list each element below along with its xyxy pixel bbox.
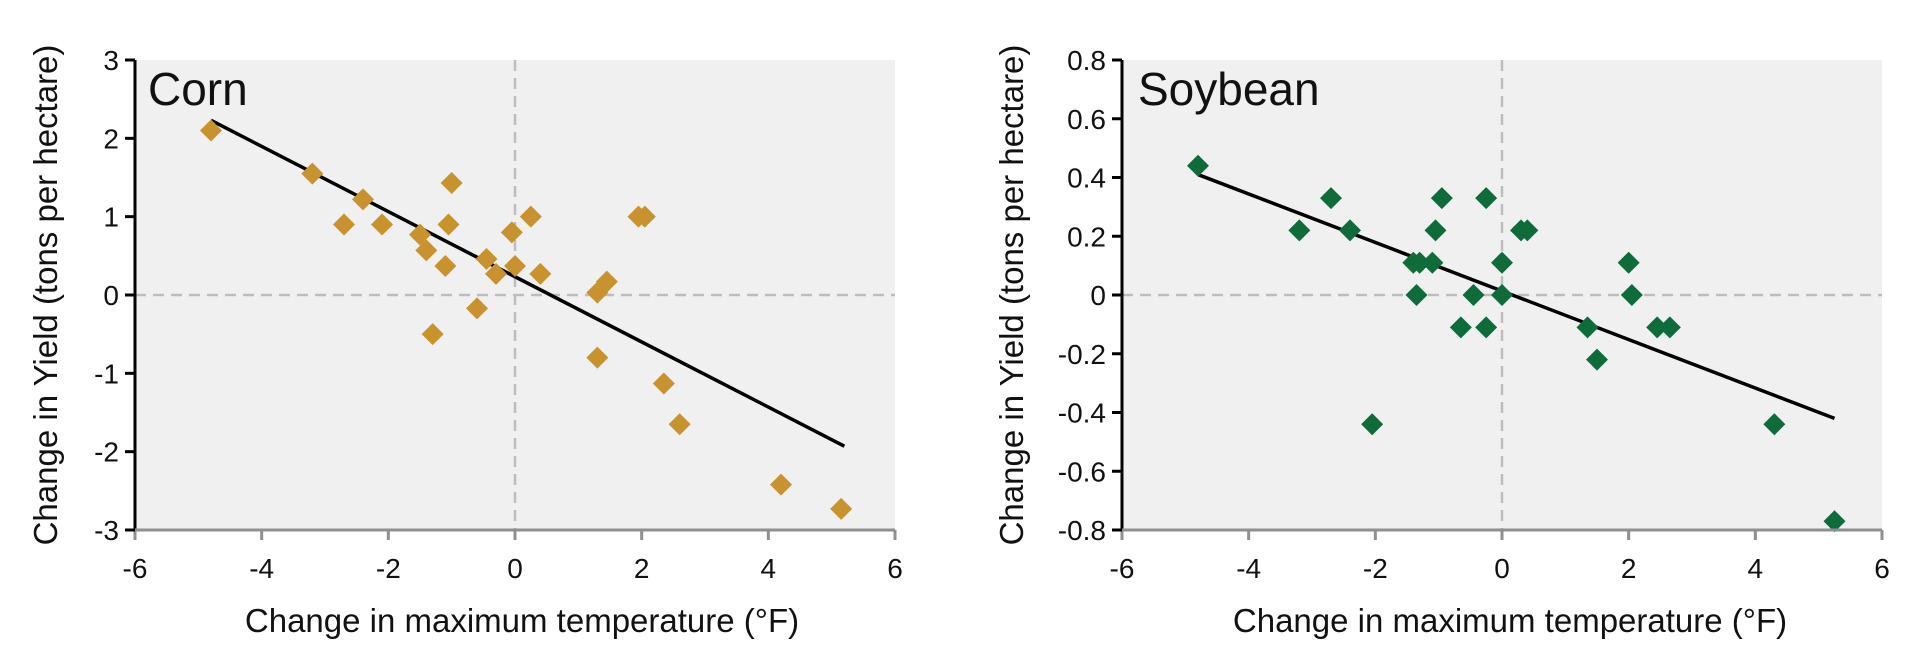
corn-data-point — [500, 221, 523, 244]
soybean-y-tick-label: -0.4 — [1058, 398, 1106, 429]
soybean-data-point — [1449, 316, 1472, 339]
soybean-data-point — [1620, 284, 1643, 306]
corn-data-point — [301, 162, 324, 185]
soybean-x-tick-label: 4 — [1748, 553, 1764, 584]
corn-data-point — [415, 239, 438, 262]
corn-chart-title: Corn — [148, 63, 248, 115]
corn-data-point — [409, 223, 431, 246]
corn-y-axis-label: Change in Yield (tons per hectare) — [27, 45, 64, 546]
soybean-data-point — [1475, 316, 1498, 339]
soybean-x-tick-label: -2 — [1363, 553, 1388, 584]
corn-data-point — [504, 255, 526, 278]
soybean-data-point — [1187, 154, 1209, 177]
corn-panel: -6 -4 -2 0 2 4 6 -3 -2 -1 0 1 2 3 Corn Change in max… — [27, 45, 903, 639]
corn-x-tick-label: 2 — [634, 553, 650, 584]
soybean-data-point — [1763, 413, 1786, 436]
corn-data-point — [830, 497, 853, 520]
corn-data-point — [595, 270, 618, 293]
soybean-x-tick-label: -6 — [1110, 553, 1135, 584]
corn-y-tick-label: -3 — [94, 515, 119, 546]
corn-y-tick-label: 3 — [103, 45, 119, 76]
soybean-y-tick-label: 0.4 — [1067, 163, 1106, 194]
soybean-y-tick-label: 0 — [1090, 280, 1106, 311]
soybean-data-point — [1339, 219, 1361, 242]
corn-data-point — [333, 213, 355, 236]
soybean-panel: -6 -4 -2 0 2 4 6 -0.8 -0.6 -0.4 -0.2 0 0.2 0.4 0.6 0.8… — [993, 45, 1890, 639]
soybean-data-point — [1576, 316, 1599, 339]
soybean-data-point — [1658, 316, 1681, 339]
corn-data-point — [352, 188, 374, 211]
soybean-chart-title: Soybean — [1138, 63, 1320, 115]
soybean-data-point — [1491, 251, 1513, 274]
corn-y-tick-label: -2 — [94, 437, 119, 468]
soybean-data-point — [1288, 219, 1311, 242]
soybean-y-tick-label: 0.6 — [1067, 104, 1106, 135]
soybean-x-tick-label: -4 — [1236, 553, 1261, 584]
corn-x-tick-label: 6 — [887, 553, 903, 584]
corn-data-point — [371, 213, 393, 236]
corn-data-point — [770, 473, 792, 496]
soybean-y-tick-label: 0.2 — [1067, 221, 1106, 252]
soybean-y-axis-label: Change in Yield (tons per hectare) — [993, 45, 1030, 546]
corn-data-point — [440, 171, 463, 194]
soybean-y-tick-label: -0.2 — [1058, 339, 1106, 370]
soybean-y-tick-label: -0.6 — [1058, 456, 1106, 487]
soybean-x-axis-label: Change in maximum temperature (°F) — [1233, 602, 1787, 639]
soybean-trend-line — [1197, 172, 1836, 421]
corn-x-tick-label: -4 — [249, 553, 274, 584]
corn-y-tick-label: 2 — [103, 123, 119, 154]
soybean-data-point — [1475, 187, 1498, 210]
corn-data-point — [437, 213, 460, 236]
soybean-data-point — [1424, 219, 1447, 242]
corn-x-axis-label: Change in maximum temperature (°F) — [245, 602, 799, 639]
corn-y-tick-label: 0 — [103, 280, 119, 311]
soybean-data-point — [1408, 251, 1431, 274]
corn-data-point — [529, 262, 552, 285]
corn-x-tick-label: 0 — [507, 553, 523, 584]
corn-data-point — [586, 346, 609, 369]
corn-y-tick-label: -1 — [94, 358, 119, 389]
soybean-data-point — [1361, 413, 1384, 436]
soybean-data-point — [1421, 251, 1444, 274]
soybean-data-point — [1491, 284, 1513, 306]
corn-x-tick-label: -2 — [376, 553, 401, 584]
corn-data-point — [434, 255, 457, 278]
soybean-data-point — [1823, 510, 1846, 533]
soybean-data-point — [1462, 284, 1485, 306]
soybean-data-point — [1430, 187, 1453, 210]
corn-data-point — [652, 372, 675, 395]
soybean-x-tick-label: 6 — [1874, 553, 1890, 584]
soybean-data-point — [1646, 316, 1669, 339]
soybean-y-tick-label: 0.8 — [1067, 45, 1106, 76]
soybean-data-point — [1516, 219, 1539, 242]
corn-data-point — [421, 323, 444, 346]
soybean-y-tick-label: -0.8 — [1058, 515, 1106, 546]
corn-y-tick-label: 1 — [103, 202, 119, 233]
soybean-data-point — [1617, 251, 1640, 274]
soybean-data-point — [1320, 187, 1342, 210]
corn-x-tick-label: 4 — [761, 553, 777, 584]
corn-data-point — [519, 205, 542, 228]
soybean-data-point — [1405, 284, 1428, 306]
corn-data-point — [485, 262, 507, 285]
corn-data-point — [668, 413, 691, 436]
corn-data-point — [633, 205, 656, 228]
corn-data-point — [475, 247, 498, 270]
corn-x-tick-label: -6 — [123, 553, 148, 584]
soybean-data-point — [1586, 348, 1608, 371]
soybean-x-tick-label: 0 — [1494, 553, 1510, 584]
corn-data-point — [466, 297, 488, 320]
soybean-x-tick-label: 2 — [1621, 553, 1637, 584]
corn-data-point — [200, 119, 222, 142]
